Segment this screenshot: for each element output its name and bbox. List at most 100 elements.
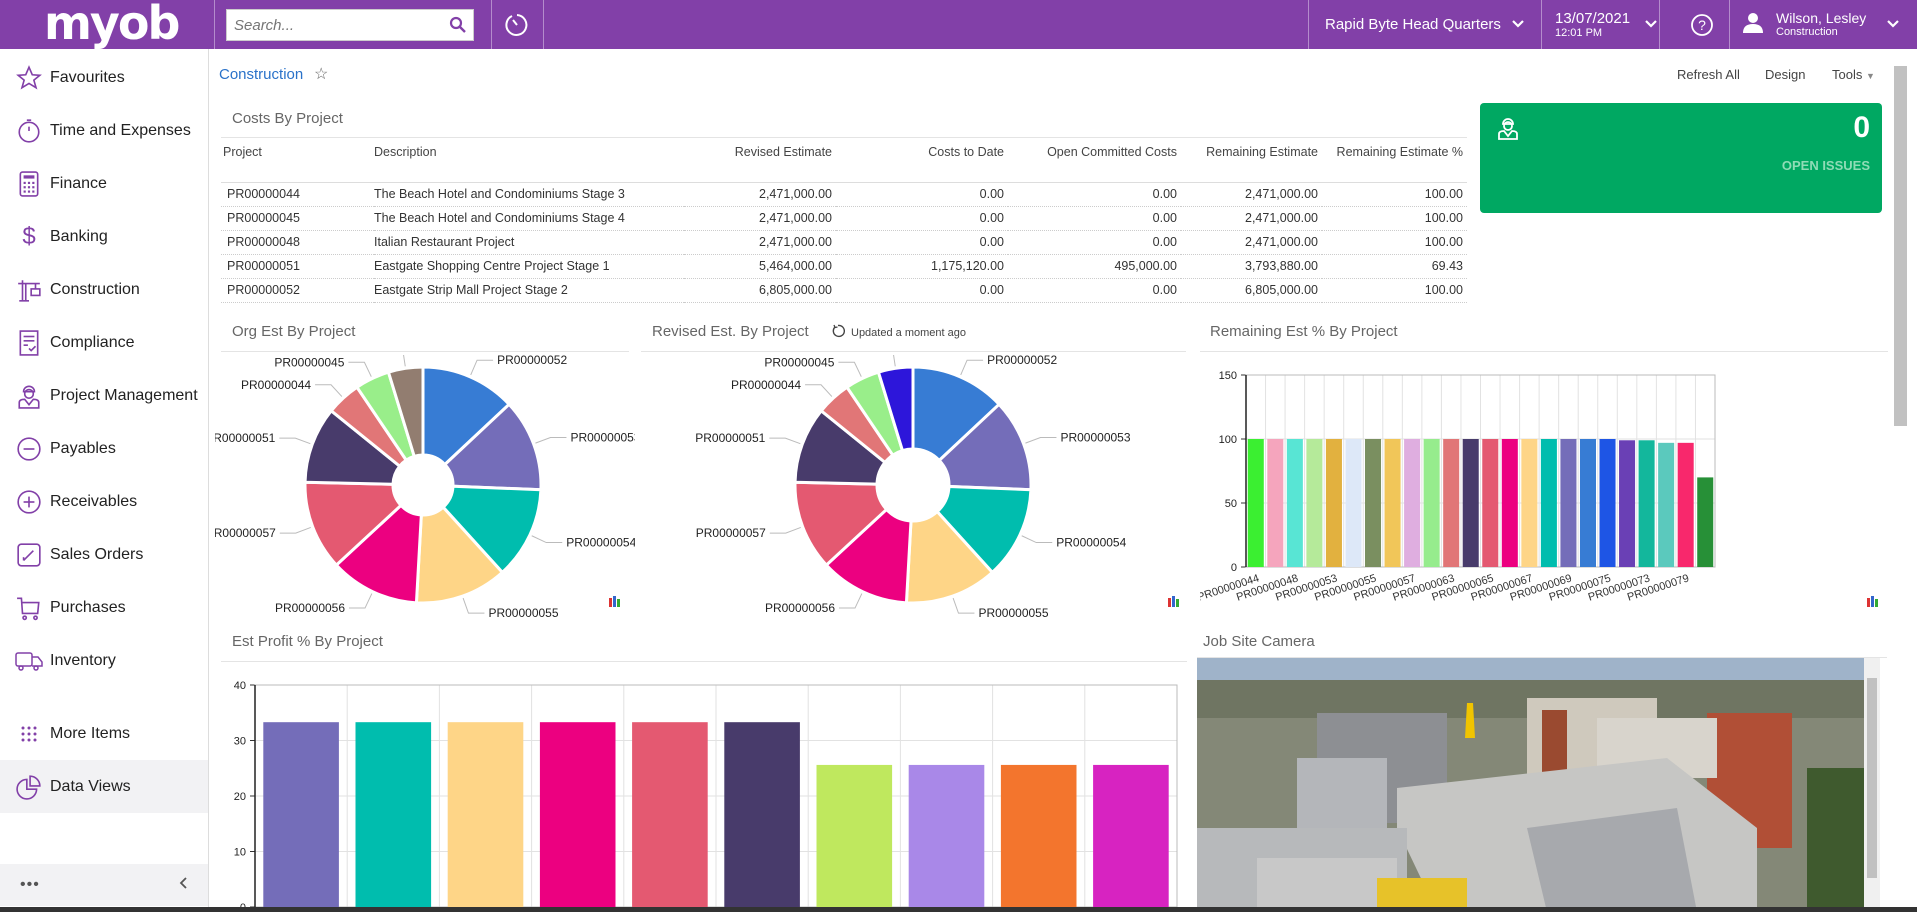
- bar[interactable]: [1267, 439, 1284, 567]
- project-id-link[interactable]: PR00000044: [221, 182, 374, 207]
- bar[interactable]: [1540, 439, 1557, 567]
- pie-slice[interactable]: [876, 365, 915, 453]
- open-committed-costs-link[interactable]: 0.00: [1008, 230, 1181, 255]
- bar[interactable]: [1521, 439, 1538, 567]
- pie-slice[interactable]: [442, 402, 543, 492]
- sidebar-item-finance[interactable]: Finance: [0, 157, 208, 210]
- bar[interactable]: [1247, 439, 1264, 567]
- description-link[interactable]: Eastgate Strip Mall Project Stage 2: [374, 278, 684, 303]
- chart-options-icon[interactable]: [608, 594, 622, 613]
- bar[interactable]: [1093, 764, 1169, 907]
- open-committed-costs-link[interactable]: 0.00: [1008, 278, 1181, 303]
- bar[interactable]: [1365, 439, 1382, 567]
- bar[interactable]: [1638, 440, 1655, 567]
- sidebar-item-purchases[interactable]: Purchases: [0, 581, 208, 634]
- tools-menu[interactable]: Tools ▼: [1832, 67, 1875, 82]
- bar[interactable]: [1658, 442, 1675, 567]
- bar[interactable]: [1560, 439, 1577, 567]
- scrollbar-thumb[interactable]: [1867, 678, 1877, 878]
- sidebar-item-time-and-expenses[interactable]: Time and Expenses: [0, 104, 208, 157]
- pie-slice[interactable]: [911, 365, 1002, 463]
- pie-slice[interactable]: [793, 480, 889, 568]
- refresh-icon[interactable]: [831, 324, 846, 341]
- bar[interactable]: [1286, 439, 1303, 567]
- col-description[interactable]: Description: [374, 138, 684, 183]
- sidebar-item-inventory[interactable]: Inventory: [0, 634, 208, 687]
- col-remaining-estimate[interactable]: Remaining Estimate: [1181, 138, 1322, 183]
- scrollbar-thumb[interactable]: [1894, 66, 1907, 426]
- search-box[interactable]: [226, 9, 474, 41]
- description-link[interactable]: Eastgate Shopping Centre Project Stage 1: [374, 254, 684, 279]
- pie-slice[interactable]: [334, 503, 423, 605]
- sidebar-item-sales-orders[interactable]: Sales Orders: [0, 528, 208, 581]
- bar[interactable]: [1482, 439, 1499, 567]
- bar[interactable]: [263, 722, 339, 907]
- bar[interactable]: [1000, 764, 1077, 907]
- sidebar-item-favourites[interactable]: Favourites: [0, 51, 208, 104]
- favourite-star-icon[interactable]: ☆: [314, 66, 329, 83]
- breadcrumb[interactable]: Construction: [219, 66, 304, 83]
- pie-slice[interactable]: [414, 505, 505, 605]
- open-committed-costs-link[interactable]: 0.00: [1008, 182, 1181, 207]
- description-link[interactable]: Italian Restaurant Project: [374, 230, 684, 255]
- design-button[interactable]: Design: [1765, 67, 1806, 82]
- project-id-link[interactable]: PR00000048: [221, 230, 374, 255]
- bar[interactable]: [539, 722, 616, 907]
- pie-slice[interactable]: [386, 365, 425, 459]
- bar[interactable]: [1677, 442, 1694, 567]
- sidebar-item-data-views[interactable]: Data Views: [0, 760, 208, 813]
- pie-slice[interactable]: [824, 507, 913, 605]
- sidebar-item-project-management[interactable]: Project Management: [0, 369, 208, 422]
- bar[interactable]: [816, 764, 893, 907]
- col-costs-to-date[interactable]: Costs to Date: [836, 138, 1008, 183]
- bar[interactable]: [1619, 440, 1636, 567]
- help-icon[interactable]: ?: [1690, 0, 1714, 49]
- bar[interactable]: [1599, 439, 1616, 567]
- col-revised-estimate[interactable]: Revised Estimate: [684, 138, 836, 183]
- col-remaining-estimate-pct[interactable]: Remaining Estimate %: [1322, 138, 1467, 183]
- myob-logo[interactable]: myob: [44, 0, 180, 50]
- bar[interactable]: [1384, 439, 1401, 567]
- bar[interactable]: [724, 722, 800, 907]
- open-committed-costs-link[interactable]: 0.00: [1008, 206, 1181, 231]
- project-id-link[interactable]: PR00000045: [221, 206, 374, 231]
- sidebar-item-compliance[interactable]: Compliance: [0, 316, 208, 369]
- open-committed-costs-link[interactable]: 495,000.00: [1008, 254, 1181, 279]
- description-link[interactable]: The Beach Hotel and Condominiums Stage 3: [374, 182, 684, 207]
- bar[interactable]: [1501, 439, 1518, 567]
- sidebar-item-receivables[interactable]: Receivables: [0, 475, 208, 528]
- bar[interactable]: [908, 764, 985, 907]
- bar[interactable]: [1697, 477, 1714, 567]
- collapse-sidebar-icon[interactable]: [178, 876, 188, 895]
- pie-slice[interactable]: [935, 484, 1033, 575]
- bar[interactable]: [1423, 439, 1440, 567]
- sidebar-item-banking[interactable]: $ Banking: [0, 210, 208, 263]
- bar[interactable]: [1579, 439, 1596, 567]
- more-options-icon[interactable]: •••: [20, 876, 40, 893]
- page-scrollbar[interactable]: [1893, 54, 1908, 912]
- camera-scrollbar[interactable]: [1864, 658, 1880, 912]
- bar[interactable]: [1306, 439, 1323, 567]
- project-id-link[interactable]: PR00000051: [221, 254, 374, 279]
- pie-slice[interactable]: [904, 509, 995, 605]
- chart-options-icon[interactable]: [1866, 594, 1880, 613]
- bar[interactable]: [1325, 439, 1342, 567]
- bar[interactable]: [632, 722, 708, 907]
- pie-slice[interactable]: [303, 480, 404, 568]
- search-icon[interactable]: [449, 16, 467, 39]
- bar[interactable]: [447, 722, 524, 907]
- sidebar-item-more-items[interactable]: More Items: [0, 707, 208, 760]
- bar[interactable]: [1404, 439, 1421, 567]
- chart-options-icon[interactable]: [1167, 594, 1181, 613]
- pie-slice[interactable]: [937, 402, 1033, 492]
- pie-slice[interactable]: [441, 484, 543, 575]
- date-selector[interactable]: 13/07/2021 12:01 PM: [1555, 0, 1657, 49]
- company-selector[interactable]: Rapid Byte Head Quarters: [1325, 0, 1525, 49]
- project-id-link[interactable]: PR00000052: [221, 278, 374, 303]
- search-input[interactable]: [227, 10, 437, 40]
- sidebar-item-construction[interactable]: Construction: [0, 263, 208, 316]
- history-icon[interactable]: [504, 12, 530, 43]
- bar[interactable]: [355, 722, 432, 907]
- pie-slice[interactable]: [421, 365, 512, 467]
- refresh-all-button[interactable]: Refresh All: [1677, 67, 1740, 82]
